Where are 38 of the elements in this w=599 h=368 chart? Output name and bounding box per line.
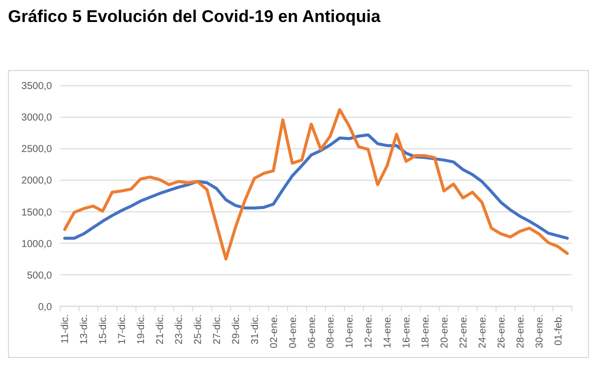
y-tick-label: 0,0	[38, 302, 52, 313]
x-tick-label: 31-dic.	[250, 314, 261, 344]
x-tick-label: 27-dic.	[212, 314, 223, 344]
x-tick-label: 28-ene.	[515, 314, 526, 348]
y-tick-label: 3000,0	[21, 112, 52, 124]
y-tick-label: 1000,0	[21, 238, 52, 250]
y-tick-label: 500,0	[26, 270, 52, 282]
x-tick-label: 16-ene.	[402, 314, 413, 348]
x-tick-label: 25-dic.	[192, 314, 204, 344]
x-tick-label: 02-ene.	[268, 314, 280, 348]
y-tick-label: 2000,0	[21, 176, 52, 187]
x-tick-label: 04-ene.	[288, 314, 299, 348]
x-tick-label: 13-dic.	[79, 314, 90, 344]
x-tick-label: 26-ene.	[496, 314, 508, 348]
x-tick-label: 18-ene.	[420, 314, 432, 348]
x-tick-label: 14-ene.	[382, 314, 394, 348]
x-tick-label: 10-ene.	[344, 314, 356, 348]
x-tick-label: 20-ene.	[440, 314, 450, 348]
y-tick-label: 3500,0	[21, 81, 52, 92]
x-tick-label: 06-ene.	[306, 314, 318, 348]
x-tick-label: 17-dic.	[117, 314, 128, 344]
x-tick-label: 01-feb.	[553, 314, 564, 346]
line-series	[63, 108, 569, 261]
x-tick-label: 15-dic.	[98, 314, 110, 344]
x-tick-label: 24-ene.	[477, 314, 488, 348]
chart-title: Gráfico 5 Evolución del Covid-19 en Antioquia	[8, 7, 382, 26]
line-series	[63, 133, 569, 240]
x-tick-label: 08-ene.	[326, 314, 337, 348]
x-tick-label: 19-dic.	[136, 314, 148, 344]
x-tick-label: 22-ene.	[458, 314, 470, 348]
y-tick-label: 2500,0	[21, 144, 52, 156]
x-tick-label: 21-dic.	[155, 314, 166, 344]
x-tick-label: 11-dic.	[60, 314, 72, 344]
x-tick-label: 23-dic.	[174, 314, 186, 344]
x-tick-label: 12-ene.	[364, 314, 375, 348]
y-tick-label: 1500,0	[21, 207, 52, 218]
x-tick-label: 29-dic.	[230, 314, 242, 344]
x-tick-label: 30-ene.	[534, 314, 546, 348]
